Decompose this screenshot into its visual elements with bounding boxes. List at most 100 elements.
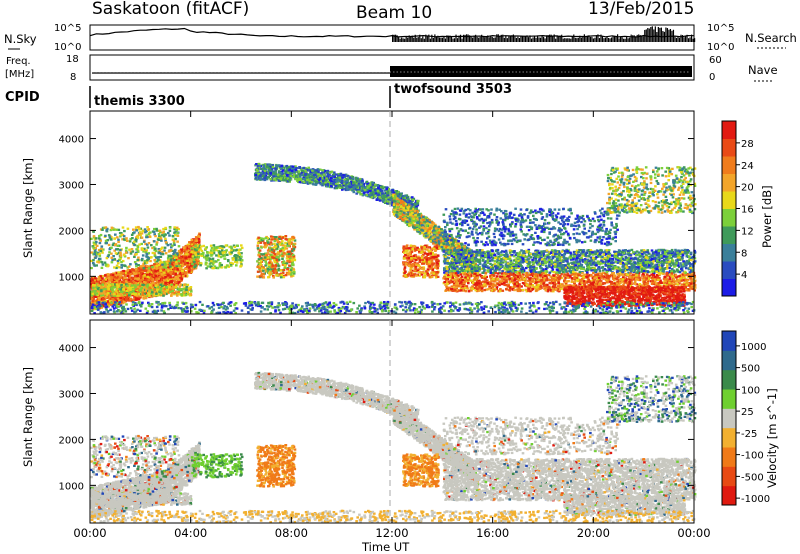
scatter-cell bbox=[125, 246, 128, 250]
scatter-cell bbox=[281, 254, 284, 258]
scatter-cell bbox=[129, 287, 132, 290]
scatter-cell bbox=[275, 237, 279, 241]
scatter-cell bbox=[129, 263, 132, 266]
scatter-cell bbox=[155, 277, 159, 280]
scatter-cell bbox=[97, 261, 101, 264]
scatter-cell bbox=[167, 285, 170, 288]
scatter-cell bbox=[101, 287, 105, 290]
scatter-cell bbox=[152, 246, 156, 249]
scatter-cell bbox=[262, 273, 266, 276]
nsearch-label: N.Search bbox=[745, 31, 797, 45]
scatter-cell bbox=[107, 302, 110, 305]
scatter-cell bbox=[111, 281, 114, 284]
scatter-cell bbox=[157, 280, 161, 283]
scatter-cell bbox=[270, 246, 273, 250]
scatter-cell bbox=[153, 290, 156, 293]
scatter-cell bbox=[197, 256, 200, 259]
scatter-cell bbox=[206, 265, 210, 268]
scatter-cell bbox=[307, 166, 310, 169]
scatter-cell bbox=[139, 265, 142, 268]
scatter-cell bbox=[263, 245, 266, 248]
scatter-cell bbox=[177, 259, 181, 263]
scatter-cell bbox=[115, 280, 119, 283]
scatter-cell bbox=[95, 299, 98, 303]
scatter-cell bbox=[101, 303, 105, 306]
scatter-cell bbox=[178, 285, 182, 288]
scatter-cell bbox=[280, 273, 283, 277]
scatter-cell bbox=[161, 253, 165, 256]
scatter-cell bbox=[119, 274, 123, 277]
scatter-cell bbox=[98, 302, 102, 305]
scatter-cell bbox=[157, 236, 160, 240]
scatter-cell bbox=[288, 168, 291, 171]
scatter-cell bbox=[377, 186, 380, 189]
scatter-cell bbox=[287, 252, 291, 256]
scatter-cell bbox=[139, 273, 143, 276]
scatter-cell bbox=[197, 252, 200, 255]
scatter-cell bbox=[162, 227, 165, 231]
scatter-cell bbox=[274, 172, 277, 175]
scatter-cell bbox=[164, 271, 168, 274]
scatter-cell bbox=[162, 260, 166, 264]
scatter-cell bbox=[171, 249, 174, 253]
scatter-cell bbox=[140, 258, 144, 262]
scatter-cell bbox=[240, 244, 243, 247]
scatter-cell bbox=[167, 284, 171, 287]
scatter-cell bbox=[163, 267, 167, 271]
scatter-cell bbox=[115, 264, 119, 267]
scatter-cell bbox=[145, 255, 148, 258]
scatter-cell bbox=[297, 170, 301, 173]
scatter-cell bbox=[134, 272, 138, 275]
scatter-cell bbox=[166, 274, 170, 277]
scatter-cell bbox=[91, 292, 95, 295]
scatter-cell bbox=[154, 284, 158, 287]
scatter-cell bbox=[213, 247, 217, 250]
scatter-cell bbox=[272, 271, 276, 274]
scatter-cell bbox=[144, 242, 147, 246]
scatter-cell bbox=[108, 300, 112, 303]
scatter-cell bbox=[93, 292, 96, 295]
scatter-cell bbox=[178, 264, 181, 267]
cpid-strip: CPID themis 3300 twofsound 3503 bbox=[5, 82, 512, 109]
scatter-cell bbox=[141, 268, 144, 271]
scatter-cell bbox=[145, 236, 148, 239]
scatter-cell bbox=[124, 298, 128, 301]
scatter-cell bbox=[162, 294, 165, 297]
scatter-cell bbox=[321, 169, 325, 172]
scatter-cell bbox=[187, 287, 191, 290]
scatter-cell bbox=[134, 285, 137, 289]
nsky-tick-low: 10^0 bbox=[54, 42, 81, 53]
scatter-cell bbox=[147, 242, 151, 245]
scatter-cell bbox=[221, 254, 225, 258]
scatter-cell bbox=[209, 244, 213, 247]
scatter-cell bbox=[326, 174, 329, 178]
scatter-cell bbox=[136, 298, 140, 301]
scatter-cell bbox=[265, 254, 268, 257]
scatter-cell bbox=[108, 284, 112, 287]
scatter-cell bbox=[130, 248, 134, 251]
scatter-cell bbox=[159, 283, 163, 287]
scatter-cell bbox=[194, 253, 198, 257]
scatter-cell bbox=[123, 255, 127, 258]
scatter-cell bbox=[142, 267, 146, 270]
scatter-cell bbox=[137, 275, 141, 279]
scatter-cell bbox=[114, 284, 118, 287]
scatter-cell bbox=[205, 267, 208, 270]
scatter-cell bbox=[162, 271, 166, 274]
scatter-cell bbox=[370, 196, 374, 199]
nave-tick-high: 60 bbox=[709, 55, 722, 66]
scatter-cell bbox=[102, 281, 105, 284]
scatter-cell bbox=[131, 289, 135, 292]
scatter-cell bbox=[179, 288, 183, 291]
scatter-cell bbox=[174, 290, 178, 293]
scatter-cell bbox=[159, 255, 163, 258]
scatter-cell bbox=[106, 293, 109, 296]
scatter-cell bbox=[131, 294, 134, 297]
scatter-cell bbox=[145, 252, 149, 256]
scatter-cell bbox=[91, 283, 95, 287]
scatter-cell bbox=[183, 246, 186, 249]
scatter-cell bbox=[101, 251, 104, 254]
nsky-tick-high: 10^5 bbox=[54, 23, 81, 34]
scatter-cell bbox=[271, 236, 275, 240]
scatter-cell bbox=[387, 190, 390, 193]
